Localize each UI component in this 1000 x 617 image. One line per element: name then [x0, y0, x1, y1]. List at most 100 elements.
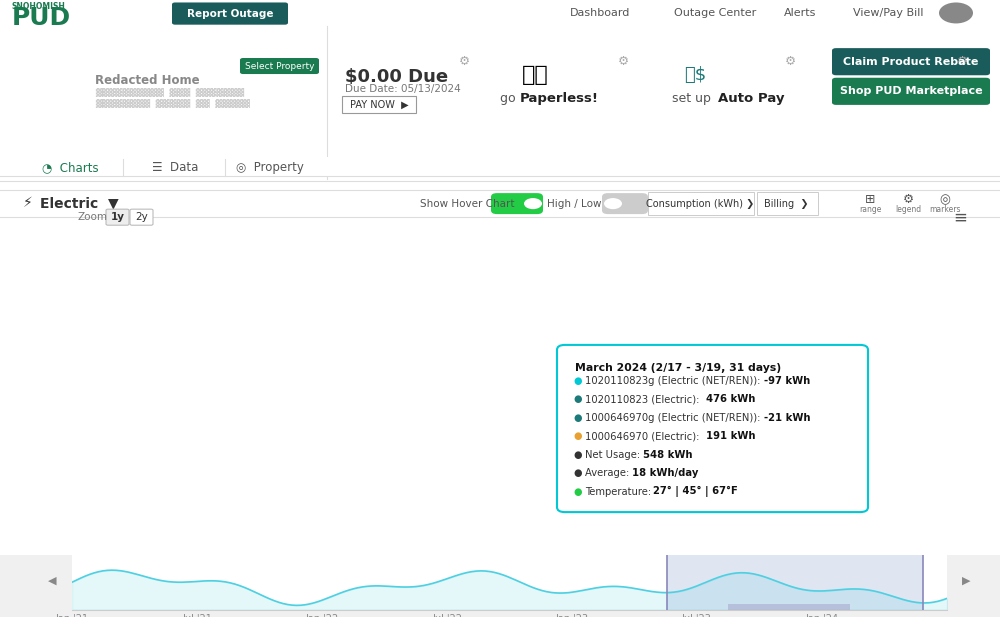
Text: Shop PUD Marketplace: Shop PUD Marketplace	[840, 86, 982, 96]
Text: 1020110823g (Electric (NET/REN)):: 1020110823g (Electric (NET/REN)):	[585, 376, 764, 386]
Text: ▶: ▶	[962, 575, 971, 586]
Text: Dashboard: Dashboard	[570, 8, 630, 18]
Bar	[404, 476, 445, 521]
Bar	[781, 507, 822, 521]
Text: ▓▓▓▓▓▓▓▓▓▓  ▓▓▓  ▓▓▓▓▓▓▓: ▓▓▓▓▓▓▓▓▓▓ ▓▓▓ ▓▓▓▓▓▓▓	[95, 88, 244, 97]
Text: Report Outage: Report Outage	[187, 9, 273, 19]
Text: 2y: 2y	[135, 212, 148, 222]
Text: Billing  ❯: Billing ❯	[764, 199, 808, 209]
Text: $0.00 Due: $0.00 Due	[345, 67, 448, 86]
Text: ●: ●	[573, 431, 582, 441]
Bar	[844, 391, 885, 521]
Bar	[529, 503, 570, 521]
Text: 1000646970 (Electric):: 1000646970 (Electric):	[585, 431, 702, 441]
Bar	[529, 360, 570, 503]
Bar	[278, 450, 319, 521]
Text: ◎: ◎	[940, 193, 950, 206]
Bar	[89, 383, 130, 486]
Text: PAY NOW  ▶: PAY NOW ▶	[350, 99, 408, 109]
Text: -97 kWh: -97 kWh	[764, 376, 810, 386]
Text: Redacted Home: Redacted Home	[95, 73, 200, 87]
Text: markers: markers	[929, 205, 961, 214]
Text: ≡: ≡	[953, 208, 967, 226]
Text: ⚡: ⚡	[23, 197, 33, 210]
Text: PUD: PUD	[12, 6, 71, 30]
Text: 1y: 1y	[110, 212, 124, 222]
Bar	[467, 494, 507, 521]
Bar	[404, 291, 445, 476]
Text: ⚙: ⚙	[458, 55, 470, 68]
Bar	[215, 448, 256, 521]
Bar	[341, 471, 382, 521]
Text: ●: ●	[573, 376, 582, 386]
Bar	[592, 508, 633, 521]
Text: Paperless!: Paperless!	[520, 92, 599, 106]
Bar	[844, 347, 885, 391]
Text: legend: legend	[895, 205, 921, 214]
Text: March 2024 (2/17 - 3/19, 31 days): March 2024 (2/17 - 3/19, 31 days)	[575, 363, 781, 373]
Text: go: go	[500, 92, 520, 106]
Text: 📅$: 📅$	[684, 66, 706, 85]
Bar	[467, 350, 507, 494]
Text: 27° | 45° | 67°F: 27° | 45° | 67°F	[653, 486, 738, 497]
Text: Electric  ▼: Electric ▼	[40, 197, 119, 210]
Text: 476 kWh: 476 kWh	[706, 394, 755, 404]
Text: Claim Product Rebate: Claim Product Rebate	[843, 57, 979, 67]
Bar	[667, 551, 923, 610]
Text: ◔  Charts: ◔ Charts	[42, 161, 98, 175]
Text: Consumption (kWh) ❯: Consumption (kWh) ❯	[646, 199, 754, 209]
Text: range: range	[859, 205, 881, 214]
Text: Alerts: Alerts	[784, 8, 816, 18]
Text: Show Hover Chart: Show Hover Chart	[420, 199, 514, 209]
Text: ●: ●	[573, 413, 582, 423]
Text: 548 kWh: 548 kWh	[643, 450, 692, 460]
Bar	[278, 293, 319, 450]
Bar	[341, 251, 382, 471]
Text: Zoom: Zoom	[78, 212, 108, 222]
Bar	[781, 353, 822, 507]
Text: 18 kWh/day: 18 kWh/day	[632, 468, 699, 478]
Text: Auto Pay: Auto Pay	[718, 92, 784, 106]
Text: 191 kWh: 191 kWh	[706, 431, 755, 441]
Text: ●: ●	[573, 487, 582, 497]
Text: ●: ●	[573, 450, 582, 460]
Text: ⚙: ⚙	[902, 193, 914, 206]
Bar	[215, 317, 256, 448]
Bar	[152, 455, 193, 521]
Text: Outage Center: Outage Center	[674, 8, 756, 18]
Bar	[718, 241, 759, 363]
Text: Due Date: 05/13/2024: Due Date: 05/13/2024	[345, 85, 461, 94]
Text: 1020110823 (Electric):: 1020110823 (Electric):	[585, 394, 702, 404]
Text: Temperature:: Temperature:	[585, 487, 654, 497]
Bar	[89, 486, 130, 521]
Y-axis label: Temperature: Temperature	[934, 332, 947, 412]
Text: Net Usage:: Net Usage:	[585, 450, 643, 460]
Text: ◀: ◀	[48, 575, 57, 586]
Bar	[718, 363, 759, 521]
Text: ▓▓▓▓▓▓▓▓  ▓▓▓▓▓  ▓▓  ▓▓▓▓▓: ▓▓▓▓▓▓▓▓ ▓▓▓▓▓ ▓▓ ▓▓▓▓▓	[95, 99, 250, 108]
Text: ⚙: ⚙	[784, 55, 796, 68]
Text: ⚙: ⚙	[956, 55, 968, 68]
Text: ⌂: ⌂	[32, 96, 68, 144]
Text: ●: ●	[573, 468, 582, 478]
Text: 1000646970g (Electric (NET/REN)):: 1000646970g (Electric (NET/REN)):	[585, 413, 764, 423]
Bar	[655, 233, 696, 521]
Text: View/Pay Bill: View/Pay Bill	[853, 8, 923, 18]
Text: ⚙: ⚙	[617, 55, 629, 68]
Text: set up: set up	[672, 92, 715, 106]
Text: ◎  Property: ◎ Property	[236, 161, 304, 175]
Text: 🌲🌲: 🌲🌲	[522, 65, 548, 85]
Text: SNOHOMISH: SNOHOMISH	[12, 2, 66, 11]
Bar	[728, 603, 850, 610]
Text: Average:: Average:	[585, 468, 632, 478]
Text: ⊞: ⊞	[865, 193, 875, 206]
Y-axis label: kWh: kWh	[19, 358, 32, 386]
Text: Select Property: Select Property	[245, 62, 315, 70]
Text: ●: ●	[573, 394, 582, 404]
Bar	[781, 309, 822, 353]
Text: High / Low: High / Low	[547, 199, 602, 209]
Text: -21 kWh: -21 kWh	[764, 413, 810, 423]
Bar	[592, 326, 633, 508]
Bar	[152, 353, 193, 455]
Text: ☰  Data: ☰ Data	[152, 161, 198, 175]
